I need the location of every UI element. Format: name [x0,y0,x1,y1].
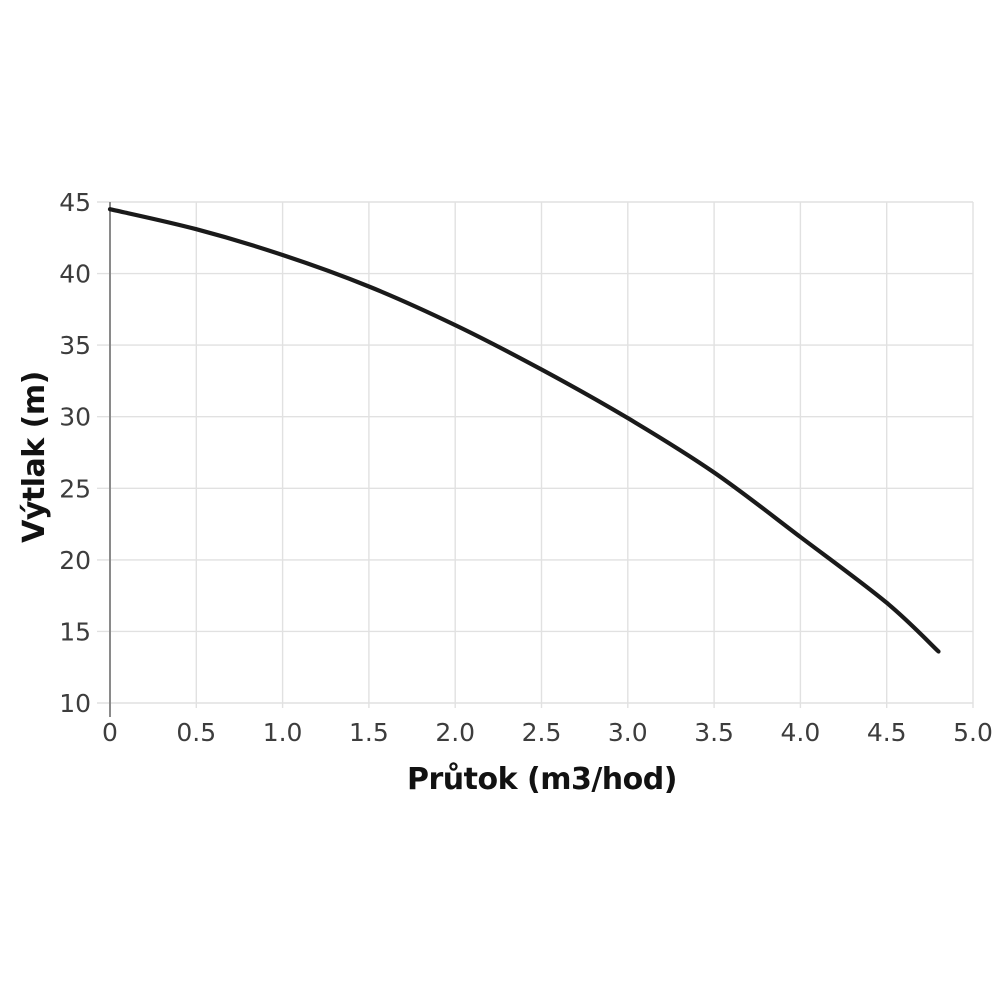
y-tick-label: 25 [59,474,91,503]
y-tick-label: 20 [59,546,91,575]
x-axis-title: Průtok (m3/hod) [407,761,677,797]
x-tick-label: 1.0 [263,718,303,747]
x-tick-label: 4.0 [781,718,821,747]
x-tick-label: 3.0 [608,718,648,747]
y-tick-label: 35 [59,331,91,360]
y-axis-title: Výtlak (m) [17,371,52,543]
series-layer [107,207,941,654]
x-tick-label: 2.0 [435,718,475,747]
y-tick-label: 15 [59,617,91,646]
x-tick-label: 0.5 [176,718,216,747]
x-tick-label: 1.5 [349,718,389,747]
pump-head-curve [107,207,941,654]
tick-label-layer: 45 40 35 30 25 20 15 10 0 0.5 1.0 1.5 2.0 2.5 3.0 3.5 4.… [59,188,993,747]
y-tick-label: 10 [59,689,91,718]
x-tick-label: 0 [102,718,118,747]
x-tick-label: 4.5 [867,718,907,747]
y-tick-label: 40 [59,260,91,289]
y-tick-label: 45 [59,188,91,217]
x-tick-label: 2.5 [522,718,562,747]
x-tick-label: 5.0 [953,718,993,747]
y-tick-label: 30 [59,403,91,432]
x-tick-label: 3.5 [694,718,734,747]
